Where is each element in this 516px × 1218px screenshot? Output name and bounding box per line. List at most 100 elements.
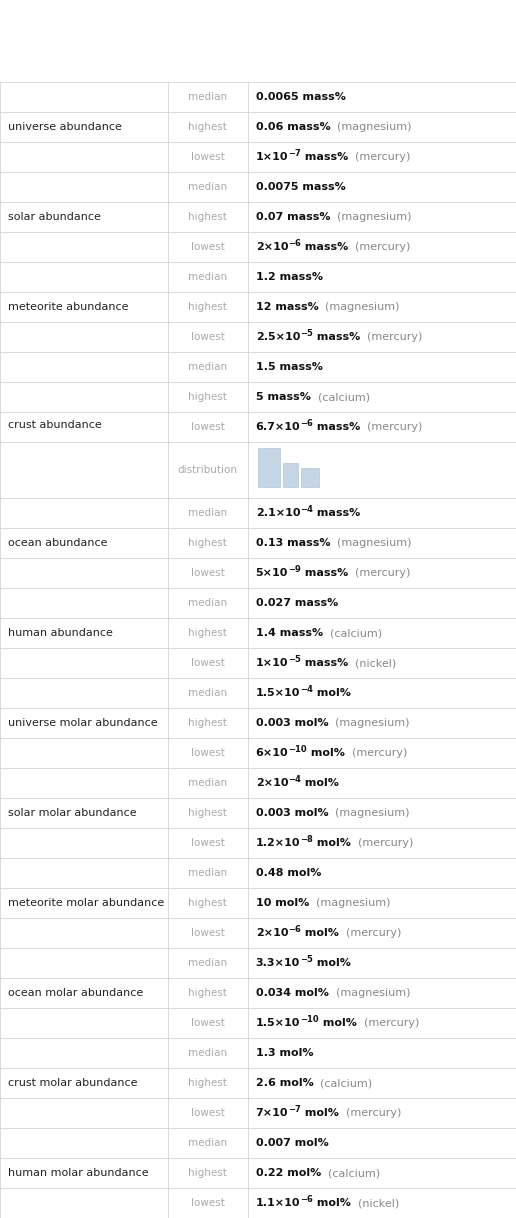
Text: mol%: mol% (301, 778, 339, 788)
Text: median: median (188, 181, 227, 192)
Text: 0.007 mol%: 0.007 mol% (256, 1138, 328, 1149)
Text: mass%: mass% (313, 333, 360, 342)
Text: lowest: lowest (191, 658, 224, 667)
Text: (magnesium): (magnesium) (329, 988, 410, 998)
Text: lowest: lowest (191, 1108, 224, 1118)
Text: (magnesium): (magnesium) (330, 122, 412, 132)
Text: median: median (188, 508, 227, 518)
Text: mass%: mass% (301, 658, 348, 667)
Text: 1×10: 1×10 (256, 658, 288, 667)
Text: 0.0075 mass%: 0.0075 mass% (256, 181, 345, 192)
Text: 12 mass%: 12 mass% (256, 302, 318, 312)
Text: 0.06 mass%: 0.06 mass% (256, 122, 330, 132)
Text: lowest: lowest (191, 242, 224, 252)
Text: median: median (188, 778, 227, 788)
Text: 0.22 mol%: 0.22 mol% (256, 1168, 321, 1178)
Text: −6: −6 (288, 924, 301, 934)
Text: mol%: mol% (313, 959, 351, 968)
Text: 10 mol%: 10 mol% (256, 898, 309, 907)
Text: 0.0065 mass%: 0.0065 mass% (256, 93, 346, 102)
Text: median: median (188, 93, 227, 102)
Text: crust abundance: crust abundance (8, 420, 102, 430)
Text: 7×10: 7×10 (256, 1108, 288, 1118)
Text: 3.3×10: 3.3×10 (256, 959, 300, 968)
Text: −4: −4 (300, 505, 313, 514)
Bar (283, 463, 298, 487)
Text: human abundance: human abundance (8, 628, 113, 638)
Text: 2×10: 2×10 (256, 242, 288, 252)
Text: 2.6 mol%: 2.6 mol% (256, 1078, 313, 1088)
Text: meteorite abundance: meteorite abundance (8, 302, 128, 312)
Text: median: median (188, 1138, 227, 1149)
Text: −7: −7 (288, 1105, 301, 1114)
Text: 0.027 mass%: 0.027 mass% (256, 598, 338, 608)
Text: (magnesium): (magnesium) (328, 717, 410, 728)
Text: (magnesium): (magnesium) (330, 212, 412, 222)
Text: median: median (188, 959, 227, 968)
Text: highest: highest (188, 392, 227, 402)
Text: 1.5×10: 1.5×10 (256, 688, 300, 698)
Text: (mercury): (mercury) (357, 1018, 419, 1028)
Text: −9: −9 (288, 565, 301, 574)
Text: 2×10: 2×10 (256, 778, 288, 788)
Text: −5: −5 (300, 955, 313, 963)
Text: mol%: mol% (313, 838, 351, 848)
Text: 1.4 mass%: 1.4 mass% (256, 628, 323, 638)
Text: (mercury): (mercury) (351, 838, 413, 848)
Text: 1.5×10: 1.5×10 (256, 1018, 300, 1028)
Text: ocean molar abundance: ocean molar abundance (8, 988, 143, 998)
Bar (257, 447, 280, 487)
Text: ocean abundance: ocean abundance (8, 538, 107, 548)
Text: −10: −10 (300, 1015, 319, 1024)
Text: (nickel): (nickel) (348, 658, 397, 667)
Text: universe molar abundance: universe molar abundance (8, 717, 157, 728)
Text: human molar abundance: human molar abundance (8, 1168, 149, 1178)
Text: highest: highest (188, 1168, 227, 1178)
Text: highest: highest (188, 302, 227, 312)
Text: (mercury): (mercury) (345, 748, 407, 758)
Text: (mercury): (mercury) (339, 928, 401, 938)
Text: lowest: lowest (191, 333, 224, 342)
Text: highest: highest (188, 898, 227, 907)
Text: mass%: mass% (301, 242, 348, 252)
Text: (magnesium): (magnesium) (318, 302, 400, 312)
Text: (nickel): (nickel) (351, 1199, 399, 1208)
Text: (mercury): (mercury) (348, 568, 410, 579)
Text: distribution: distribution (178, 465, 238, 475)
Text: −8: −8 (300, 836, 313, 844)
Text: −6: −6 (300, 419, 313, 428)
Text: (mercury): (mercury) (360, 333, 423, 342)
Text: mass%: mass% (313, 421, 361, 432)
Text: 2.5×10: 2.5×10 (256, 333, 300, 342)
Text: lowest: lowest (191, 748, 224, 758)
Text: (magnesium): (magnesium) (309, 898, 391, 907)
Text: mol%: mol% (319, 1018, 357, 1028)
Text: −6: −6 (300, 1195, 313, 1205)
Text: median: median (188, 868, 227, 878)
Text: 0.034 mol%: 0.034 mol% (256, 988, 329, 998)
Text: highest: highest (188, 538, 227, 548)
Text: −7: −7 (288, 149, 301, 158)
Text: lowest: lowest (191, 1199, 224, 1208)
Text: 0.003 mol%: 0.003 mol% (256, 717, 328, 728)
Text: (calcium): (calcium) (311, 392, 369, 402)
Text: (mercury): (mercury) (348, 242, 411, 252)
Text: median: median (188, 272, 227, 283)
Text: solar molar abundance: solar molar abundance (8, 808, 137, 818)
Text: (mercury): (mercury) (361, 421, 423, 432)
Text: highest: highest (188, 717, 227, 728)
Text: median: median (188, 688, 227, 698)
Text: 2.1×10: 2.1×10 (256, 508, 300, 518)
Text: mass%: mass% (301, 152, 348, 162)
Text: highest: highest (188, 212, 227, 222)
Text: lowest: lowest (191, 152, 224, 162)
Text: mol%: mol% (313, 688, 351, 698)
Text: −5: −5 (300, 329, 313, 339)
Text: meteorite molar abundance: meteorite molar abundance (8, 898, 164, 907)
Text: median: median (188, 362, 227, 371)
Text: lowest: lowest (191, 838, 224, 848)
Text: lowest: lowest (191, 421, 224, 432)
Text: 5×10: 5×10 (256, 568, 288, 579)
Text: (calcium): (calcium) (313, 1078, 373, 1088)
Text: −4: −4 (288, 775, 301, 784)
